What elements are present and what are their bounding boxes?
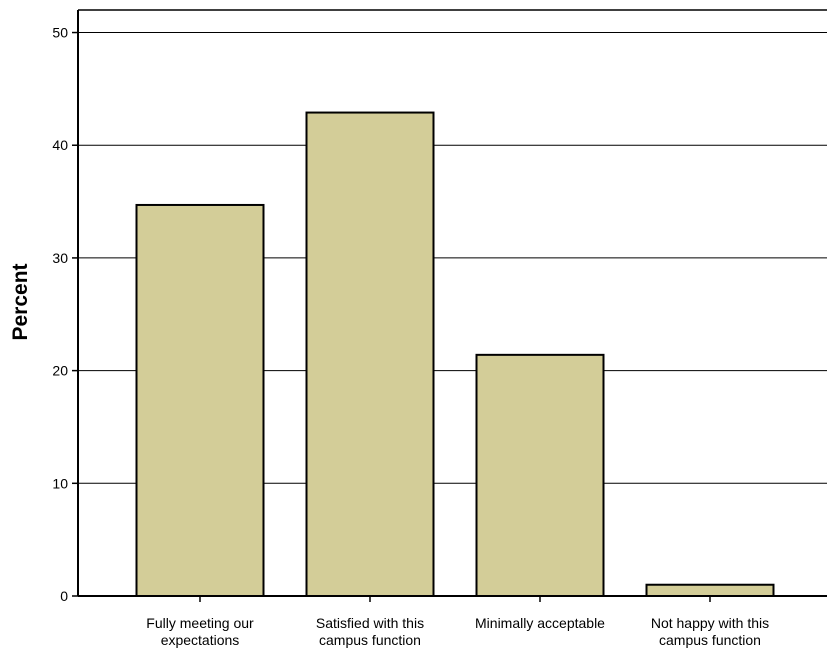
- bar: [645, 583, 775, 598]
- x-category-label-line: campus function: [319, 632, 421, 648]
- axes: [72, 9, 827, 602]
- y-tick-label: 30: [52, 250, 68, 266]
- x-category-label-line: Satisfied with this: [316, 615, 424, 631]
- x-category-label: Satisfied with this campus function: [316, 615, 424, 648]
- bars: [135, 111, 775, 598]
- y-tick-label: 0: [60, 588, 68, 604]
- y-tick-label: 10: [52, 475, 68, 491]
- labels: 0 10 20 30 40 50 Fully meeting our expectations…: [52, 25, 769, 648]
- y-tick-label: 40: [52, 137, 68, 153]
- x-category-label-line: Minimally acceptable: [475, 615, 605, 631]
- x-category-label-line: expectations: [161, 632, 240, 648]
- x-category-label: Fully meeting our expectations: [146, 615, 254, 648]
- y-axis-title: Percent: [9, 263, 32, 340]
- bar: [135, 203, 265, 597]
- x-category-label-line: Fully meeting our: [146, 615, 254, 631]
- bar: [475, 353, 605, 598]
- bar: [305, 111, 435, 598]
- y-tick-label: 50: [52, 25, 68, 41]
- x-category-label-line: campus function: [659, 632, 761, 648]
- x-category-label-line: Not happy with this: [651, 615, 769, 631]
- y-tick-label: 20: [52, 363, 68, 379]
- x-category-label: Not happy with this campus function: [651, 615, 769, 648]
- x-category-label: Minimally acceptable: [475, 615, 605, 631]
